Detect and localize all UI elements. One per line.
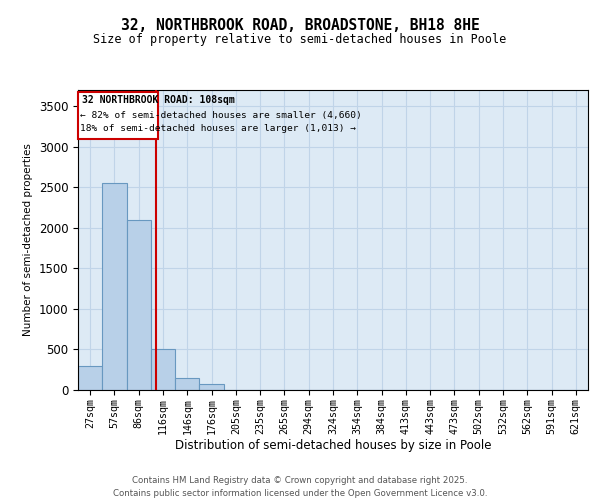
Bar	[175, 378, 199, 390]
Bar	[102, 183, 127, 390]
Y-axis label: Number of semi-detached properties: Number of semi-detached properties	[23, 144, 33, 336]
Text: 32 NORTHBROOK ROAD: 108sqm: 32 NORTHBROOK ROAD: 108sqm	[82, 95, 235, 105]
X-axis label: Distribution of semi-detached houses by size in Poole: Distribution of semi-detached houses by …	[175, 439, 491, 452]
Bar	[78, 366, 102, 390]
Text: Size of property relative to semi-detached houses in Poole: Size of property relative to semi-detach…	[94, 32, 506, 46]
Bar	[127, 220, 151, 390]
FancyBboxPatch shape	[79, 92, 158, 140]
Bar	[199, 384, 224, 390]
Bar	[151, 350, 175, 390]
Text: Contains HM Land Registry data © Crown copyright and database right 2025.
Contai: Contains HM Land Registry data © Crown c…	[113, 476, 487, 498]
Text: 18% of semi-detached houses are larger (1,013) →: 18% of semi-detached houses are larger (…	[80, 124, 356, 134]
Text: 32, NORTHBROOK ROAD, BROADSTONE, BH18 8HE: 32, NORTHBROOK ROAD, BROADSTONE, BH18 8H…	[121, 18, 479, 32]
Text: ← 82% of semi-detached houses are smaller (4,660): ← 82% of semi-detached houses are smalle…	[80, 111, 361, 120]
